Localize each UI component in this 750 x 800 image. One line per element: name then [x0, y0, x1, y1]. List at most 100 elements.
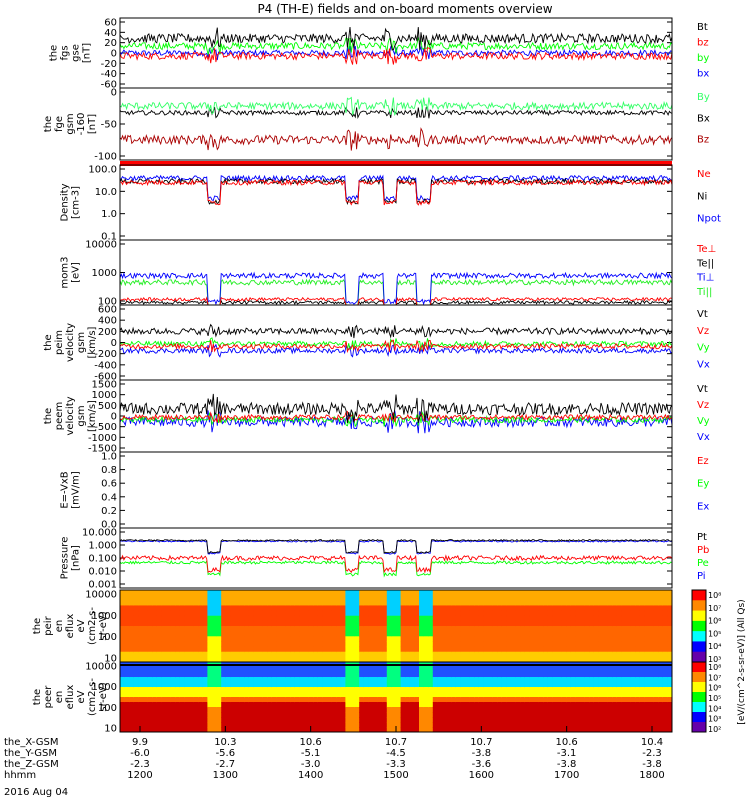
spectrogram-cell: [179, 717, 185, 723]
spectrogram-cell: [359, 615, 365, 622]
spectrogram-cell: [639, 692, 645, 698]
spectrogram-cell: [285, 595, 291, 601]
spectrogram-cell: [621, 707, 627, 713]
spectrogram-cell: [244, 722, 250, 728]
spectrogram-cell: [221, 620, 227, 627]
spectrogram-cell: [221, 631, 227, 637]
spectrogram-cell: [129, 636, 135, 643]
spectrogram-cell: [658, 722, 664, 728]
spectrogram-cell: [616, 651, 622, 658]
spectrogram-cell: [566, 610, 572, 617]
spectrogram-cell: [170, 631, 176, 637]
spectrogram-cell: [639, 605, 645, 612]
x-tick-label: -5.6: [216, 748, 236, 759]
spectrogram-cell: [603, 641, 609, 648]
ylabel-line: [nT]: [87, 114, 98, 134]
spectrogram-cell: [451, 677, 457, 683]
spectrogram-cell: [244, 656, 250, 662]
spectrogram-cell: [635, 667, 641, 673]
spectrogram-cell: [469, 605, 475, 612]
spectrogram-cell: [253, 626, 259, 632]
spectrogram-cell: [639, 631, 645, 637]
spectrogram-cell: [212, 717, 218, 723]
spectrogram-cell: [244, 600, 250, 607]
spectrogram-cell: [212, 697, 218, 703]
spectrogram-cell: [511, 697, 517, 703]
spectrogram-cell: [253, 727, 259, 732]
panel-content: [120, 393, 672, 434]
spectrogram-cell: [184, 590, 190, 596]
spectrogram-cell: [529, 605, 535, 612]
spectrogram-cell: [442, 697, 448, 703]
spectrogram-cell: [120, 692, 126, 698]
ylabel-line: peer: [43, 685, 54, 709]
spectrogram-cell: [281, 727, 287, 732]
spectrogram-cell: [580, 626, 586, 632]
spectrogram-cell: [414, 712, 420, 718]
spectrogram-cell: [189, 615, 195, 622]
spectrogram-cell: [336, 712, 342, 718]
spectrogram-cell: [156, 656, 162, 662]
y-tick-label: 1500: [92, 380, 117, 391]
spectrogram-cell: [285, 687, 291, 693]
spectrogram-cell: [281, 590, 287, 596]
spectrogram-cell: [543, 717, 549, 723]
spectrogram-cell: [561, 595, 567, 601]
spectrogram-cell: [423, 620, 429, 627]
spectrogram-cell: [308, 677, 314, 683]
spectrogram-cell: [501, 727, 507, 732]
spectrogram-cell: [216, 590, 222, 596]
colorbar-segment: [692, 590, 706, 601]
spectrogram-cell: [308, 615, 314, 622]
spectrogram-cell: [271, 600, 277, 607]
spectrogram-cell: [437, 636, 443, 643]
spectrogram-cell: [543, 646, 549, 653]
spectrogram-cell: [552, 692, 558, 698]
spectrogram-cell: [603, 672, 609, 678]
spectrogram-cell: [267, 590, 273, 596]
spectrogram-cell: [524, 702, 530, 708]
spectrogram-cell: [662, 626, 668, 632]
spectrogram-cell: [304, 595, 310, 601]
series-line-Vt: [120, 323, 672, 339]
spectrogram-cell: [244, 672, 250, 678]
spectrogram-cell: [635, 722, 641, 728]
spectrogram-cell: [336, 727, 342, 732]
spectrogram-cell: [653, 692, 659, 698]
spectrogram-cell: [359, 727, 365, 732]
spectrogram-cell: [143, 656, 149, 662]
spectrogram-cell: [304, 722, 310, 728]
spectrogram-cell: [161, 590, 167, 596]
spectrogram-cell: [653, 590, 659, 596]
spectrogram-cell: [221, 605, 227, 612]
spectrogram-cell: [547, 656, 553, 662]
spectrogram-cell: [515, 636, 521, 643]
spectrogram-cell: [336, 667, 342, 673]
spectrogram-cell: [359, 697, 365, 703]
y-tick-label: 0: [111, 412, 117, 423]
spectrogram-cell: [584, 682, 590, 688]
spectrogram-cell: [212, 702, 218, 708]
spectrogram-cell: [405, 712, 411, 718]
spectrogram-cell: [175, 692, 181, 698]
spectrogram-cell: [662, 595, 668, 601]
spectrogram-cell: [285, 600, 291, 607]
spectrogram-cell: [359, 651, 365, 658]
spectrogram-cell: [524, 636, 530, 643]
spectrogram-cell: [570, 590, 576, 596]
spectrogram-cell: [304, 646, 310, 653]
spectrogram-cell: [566, 717, 572, 723]
spectrogram-cell: [465, 702, 471, 708]
spectrogram-cell: [212, 682, 218, 688]
spectrogram-cell: [667, 641, 672, 648]
spectrogram-cell: [359, 672, 365, 678]
spectrogram-cell: [129, 651, 135, 658]
spectrogram-cell: [308, 682, 314, 688]
spectrogram-cell: [276, 672, 282, 678]
y-tick-label: 0: [111, 338, 117, 349]
spectrogram-cell: [432, 620, 438, 627]
spectrogram-cell: [423, 697, 429, 703]
spectrogram-cell: [290, 600, 296, 607]
